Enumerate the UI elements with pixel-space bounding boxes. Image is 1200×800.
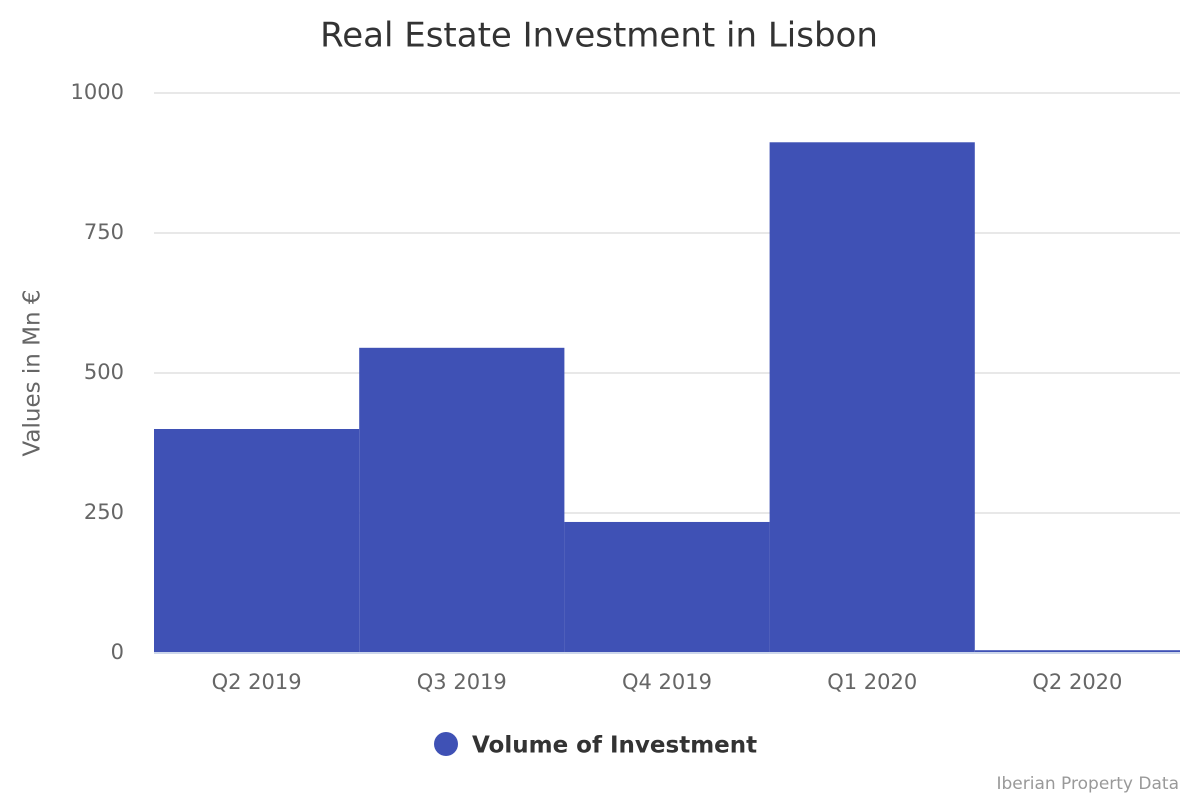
y-tick-label: 0 <box>111 640 124 664</box>
bar <box>359 347 565 653</box>
y-tick-label: 250 <box>84 500 124 524</box>
x-tick-label: Q3 2019 <box>417 670 507 694</box>
legend-label: Volume of Investment <box>472 733 757 759</box>
x-tick-label: Q2 2019 <box>212 670 302 694</box>
x-tick-label: Q2 2020 <box>1032 670 1122 694</box>
chart-title: Real Estate Investment in Lisbon <box>320 16 878 56</box>
y-tick-label: 750 <box>84 220 124 244</box>
bar <box>769 142 975 653</box>
bar <box>974 650 1180 653</box>
x-tick-label: Q1 2020 <box>827 670 917 694</box>
bar <box>564 521 770 653</box>
y-axis-label: Values in Mn € <box>20 289 46 456</box>
legend-marker <box>434 732 458 756</box>
credits: Iberian Property Data <box>996 774 1179 794</box>
y-tick-label: 1000 <box>71 80 124 104</box>
y-tick-label: 500 <box>84 360 124 384</box>
x-tick-label: Q4 2019 <box>622 670 712 694</box>
bar <box>154 429 360 653</box>
